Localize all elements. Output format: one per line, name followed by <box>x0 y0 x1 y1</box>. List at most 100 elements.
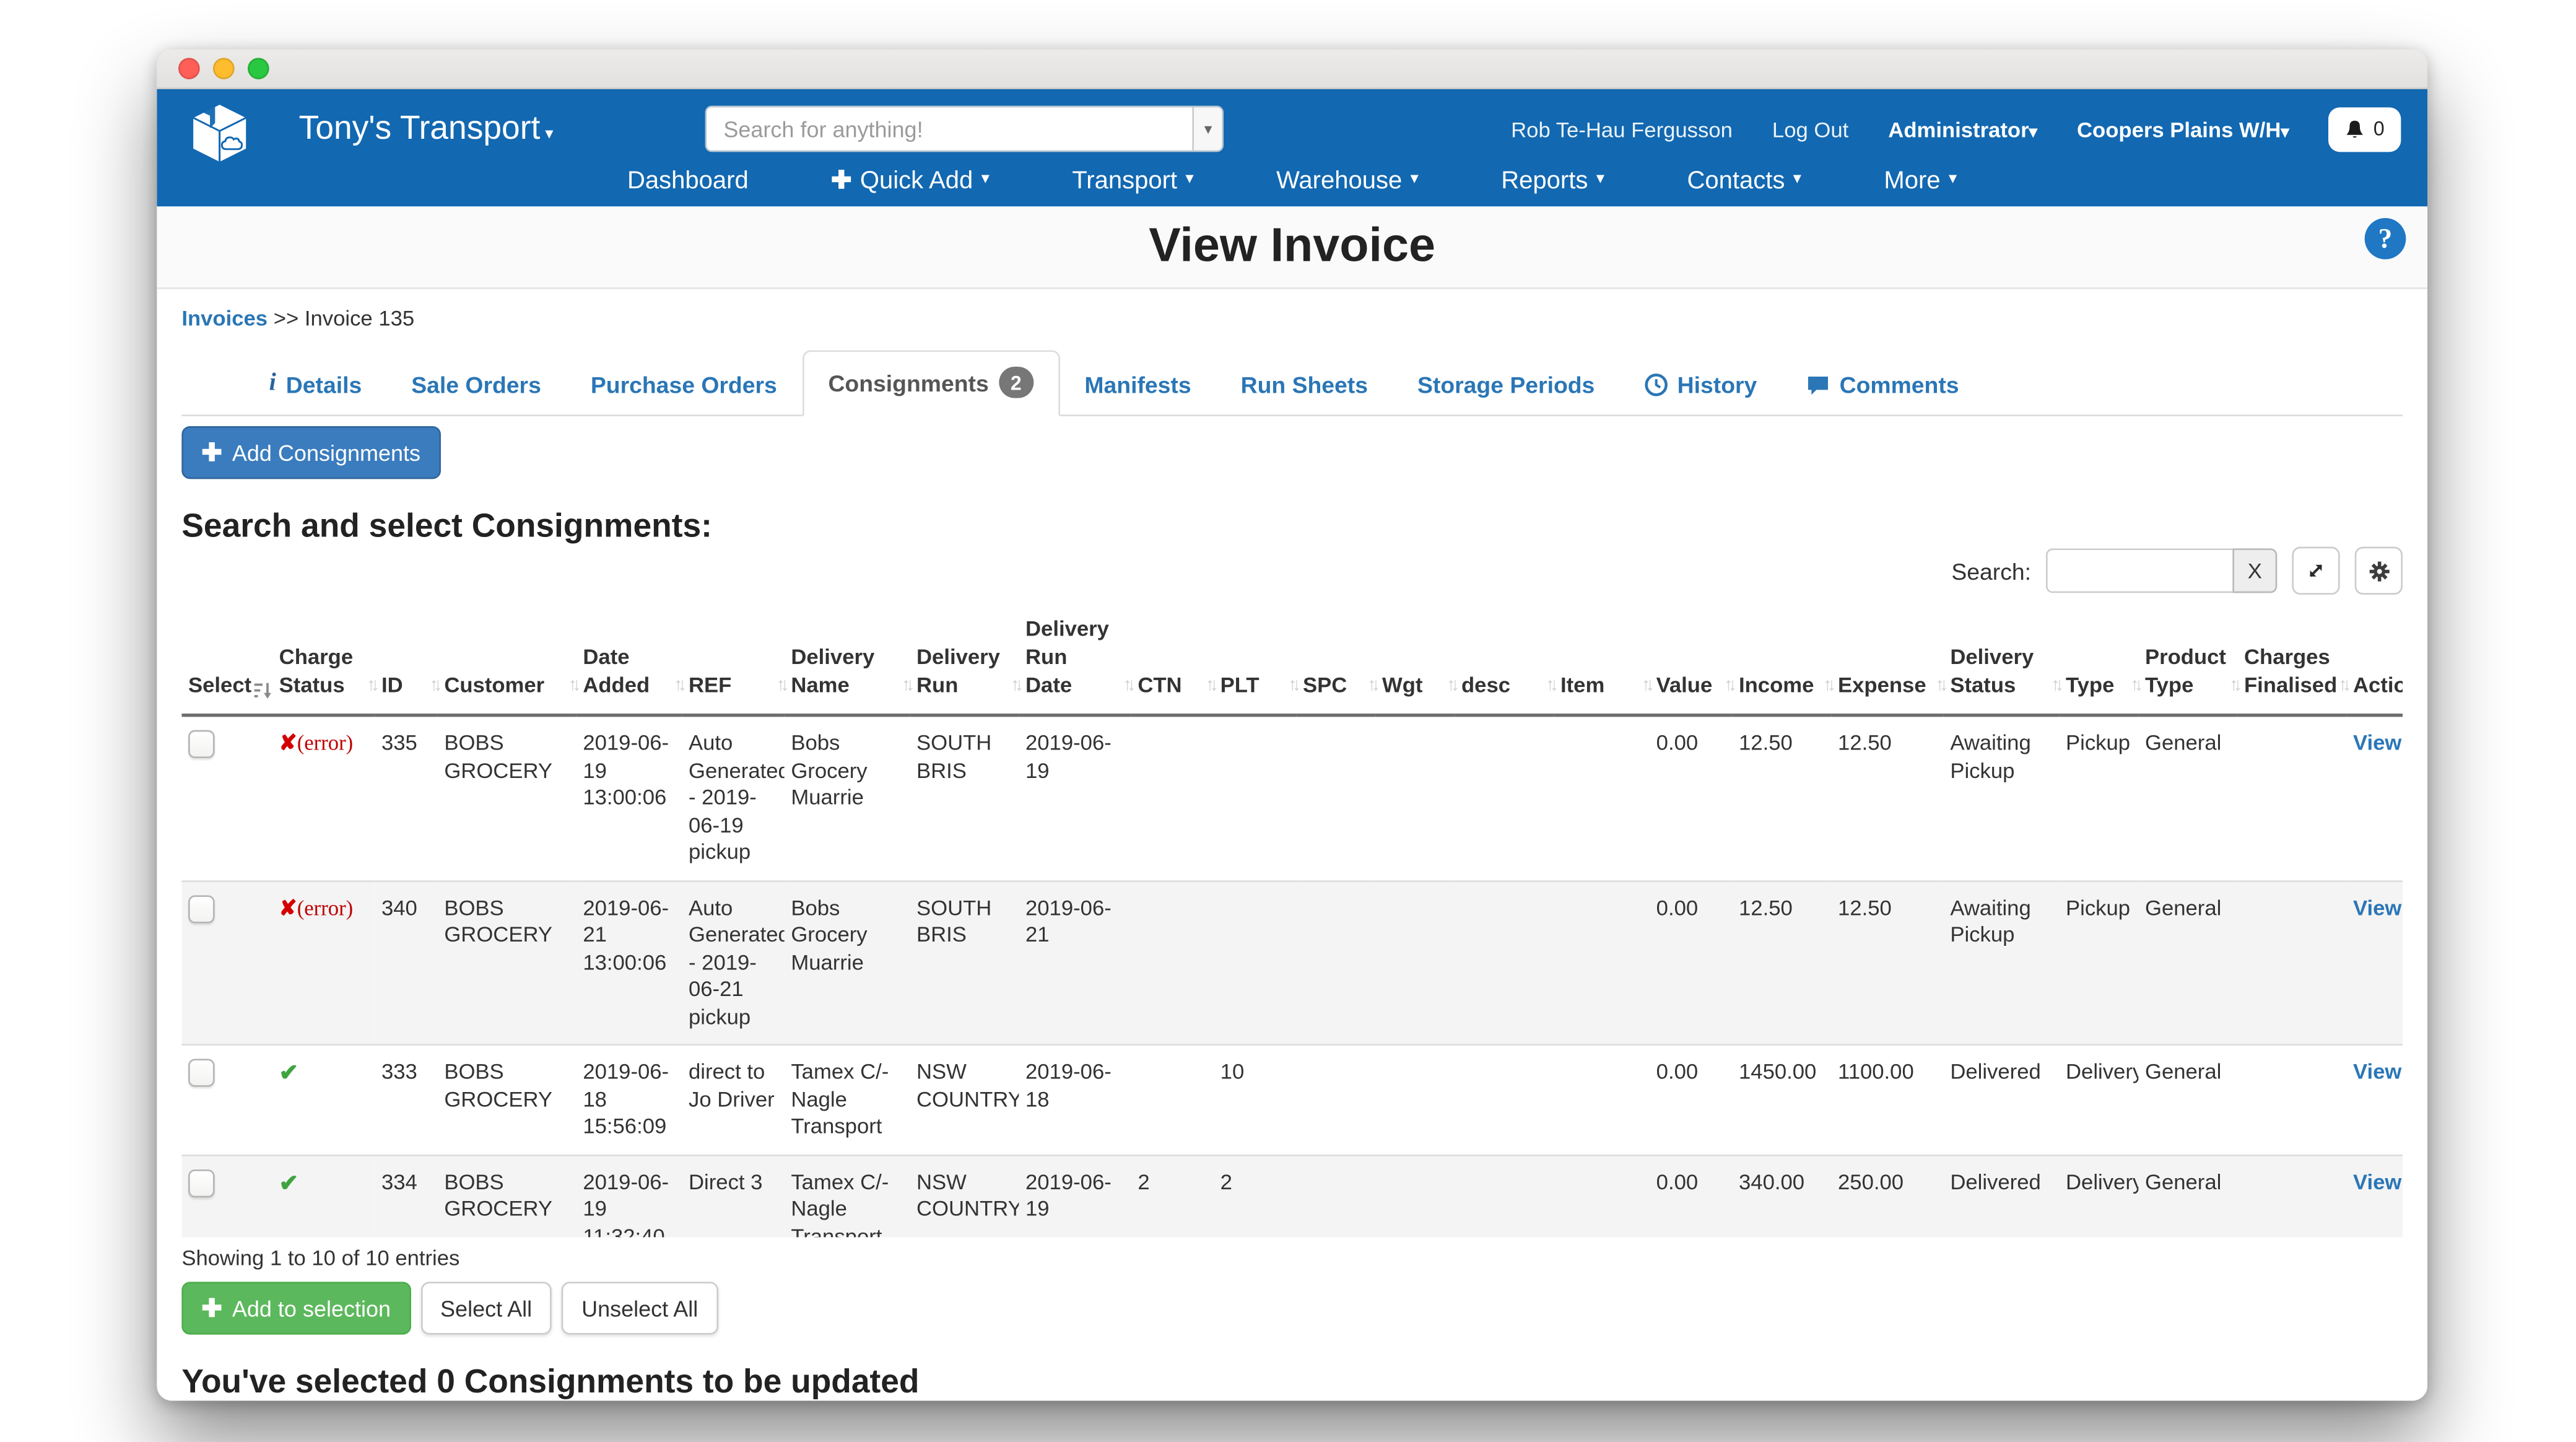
nav-more[interactable]: More ▾ <box>1884 166 1957 194</box>
sort-icon[interactable]: ↑↓ <box>568 675 581 696</box>
warehouse-menu[interactable]: Coopers Plains W/H▾ <box>2077 116 2289 142</box>
nav-warehouse[interactable]: Warehouse ▾ <box>1276 166 1419 194</box>
consignments-search-input[interactable] <box>2046 548 2233 593</box>
col-header-delivery-name[interactable]: Delivery Name ↑↓ <box>785 608 915 715</box>
row-select-checkbox[interactable] <box>188 730 215 759</box>
nav-reports[interactable]: Reports ▾ <box>1501 166 1605 194</box>
clear-search-button[interactable]: X <box>2232 548 2278 593</box>
sort-icon[interactable]: ↑↓ <box>1823 675 1836 696</box>
table-row: ✘(error) 335 BOBS GROCERY 2019-06-19 13:… <box>181 715 2403 881</box>
sort-icon[interactable]: ↑↓ <box>2130 675 2143 696</box>
col-header-product-type[interactable]: Product Type ↑↓ <box>2138 608 2242 715</box>
expand-icon <box>2305 560 2327 582</box>
tab-run-sheets[interactable]: Run Sheets <box>1240 372 1368 398</box>
tab-purchase-orders[interactable]: Purchase Orders <box>590 372 777 398</box>
tab-sale-orders[interactable]: Sale Orders <box>411 372 541 398</box>
caret-down-icon: ▾ <box>545 125 554 143</box>
unselect-all-button[interactable]: Unselect All <box>562 1282 718 1335</box>
col-header-plt[interactable]: PLT ↑↓ <box>1214 608 1302 715</box>
row-select-checkbox[interactable] <box>188 894 215 923</box>
col-header-ctn[interactable]: CTN ↑↓ <box>1131 608 1219 715</box>
col-header-customer[interactable]: Customer ↑↓ <box>438 608 581 715</box>
view-consignment-link[interactable]: View <box>2353 730 2402 755</box>
sort-icon[interactable]: ↑↓ <box>367 675 380 696</box>
tab-details[interactable]: i Details <box>269 370 362 398</box>
col-header-item[interactable]: Item ↑↓ <box>1554 608 1655 715</box>
zoom-window-button[interactable] <box>248 58 269 80</box>
sort-icon[interactable]: ↑↓ <box>1367 675 1380 696</box>
comment-icon <box>1806 374 1829 396</box>
view-consignment-link[interactable]: View <box>2353 1168 2402 1194</box>
sort-icon[interactable]: ↑↓ <box>2338 675 2351 696</box>
nav-quick-add[interactable]: ✚ Quick Add ▾ <box>831 166 990 195</box>
sort-icon[interactable]: ↑↓ <box>1205 675 1219 696</box>
notifications-button[interactable]: 0 <box>2328 107 2401 152</box>
view-consignment-link[interactable]: View <box>2353 894 2402 920</box>
sort-icon[interactable]: ↑↓ <box>2229 675 2242 696</box>
col-header-expense[interactable]: Expense ↑↓ <box>1831 608 1949 715</box>
col-header-spc[interactable]: SPC ↑↓ <box>1296 608 1380 715</box>
col-header-delivery-run[interactable]: Delivery Run ↑↓ <box>910 608 1024 715</box>
sort-icon[interactable]: ↑↓ <box>776 675 789 696</box>
col-header-delivery-status[interactable]: Delivery Status ↑↓ <box>1944 608 2064 715</box>
table-settings-button[interactable] <box>2354 546 2403 595</box>
col-header-charge-status[interactable]: Charge Status ↑↓ <box>272 608 380 715</box>
tab-manifests[interactable]: Manifests <box>1084 372 1191 398</box>
global-search-input[interactable] <box>707 107 1193 151</box>
sort-icon[interactable]: ↑↓ <box>1123 675 1136 696</box>
sort-icon[interactable]: ↑↓ <box>1011 675 1024 696</box>
caret-down-icon: ▾ <box>1793 170 1802 189</box>
sort-icon[interactable]: ↑↓ <box>1288 675 1301 696</box>
sort-icon[interactable]: ↑↓ <box>429 675 442 696</box>
search-label: Search: <box>1951 557 2032 584</box>
caret-down-icon: ▾ <box>981 170 990 189</box>
tab-comments[interactable]: Comments <box>1782 357 1983 414</box>
tab-consignments[interactable]: Consignments 2 <box>801 350 1060 417</box>
sort-icon[interactable]: ↑↓ <box>902 675 915 696</box>
col-header-income[interactable]: Income ↑↓ <box>1732 608 1836 715</box>
expand-table-button[interactable] <box>2292 546 2340 595</box>
col-header-desc[interactable]: desc ↑↓ <box>1455 608 1559 715</box>
col-header-wgt[interactable]: Wgt ↑↓ <box>1375 608 1460 715</box>
col-header-ref[interactable]: REF ↑↓ <box>682 608 790 715</box>
nav-dashboard[interactable]: Dashboard <box>627 166 749 194</box>
tab-history[interactable]: History <box>1619 357 1782 414</box>
row-select-checkbox[interactable] <box>188 1059 215 1087</box>
clock-icon <box>1644 374 1668 396</box>
col-header-value[interactable]: Value ↑↓ <box>1650 608 1738 715</box>
breadcrumb-invoices-link[interactable]: Invoices <box>181 305 268 331</box>
help-button[interactable]: ? <box>2364 218 2406 260</box>
sort-active-icon[interactable] <box>253 681 272 701</box>
col-header-id[interactable]: ID ↑↓ <box>375 608 443 715</box>
sort-icon[interactable]: ↑↓ <box>1546 675 1559 696</box>
navbar: Tony's Transport ▾ ▼ Rob Te-Hau Fergusso… <box>157 89 2428 207</box>
add-to-selection-button[interactable]: ✚ Add to selection <box>181 1282 411 1335</box>
sort-icon[interactable]: ↑↓ <box>1724 675 1737 696</box>
add-consignments-button[interactable]: ✚ Add Consignments <box>181 426 441 479</box>
tab-storage-periods[interactable]: Storage Periods <box>1417 372 1595 398</box>
sort-icon[interactable]: ↑↓ <box>2051 675 2064 696</box>
row-select-checkbox[interactable] <box>188 1168 215 1197</box>
col-header-delivery-run-date[interactable]: Delivery Run Date ↑↓ <box>1019 608 1136 715</box>
brand-menu[interactable]: Tony's Transport ▾ <box>299 110 554 147</box>
nav-contacts[interactable]: Contacts ▾ <box>1687 166 1802 194</box>
table-row: ✔ 333 BOBS GROCERY 2019-06-18 15:56:09 d… <box>181 1044 2403 1155</box>
select-all-button[interactable]: Select All <box>420 1282 552 1335</box>
sort-icon[interactable]: ↑↓ <box>1935 675 1948 696</box>
col-header-select[interactable]: Select <box>181 608 272 715</box>
col-header-type[interactable]: Type ↑↓ <box>2059 608 2143 715</box>
logout-link[interactable]: Log Out <box>1772 116 1849 142</box>
close-window-button[interactable] <box>178 58 200 80</box>
col-header-date-added[interactable]: Date Added ↑↓ <box>577 608 687 715</box>
col-header-charges-finalised[interactable]: Charges Finalised ↑↓ <box>2237 608 2351 715</box>
view-consignment-link[interactable]: View <box>2353 1059 2402 1084</box>
nav-transport[interactable]: Transport ▾ <box>1072 166 1194 194</box>
sort-icon[interactable]: ↑↓ <box>1641 675 1655 696</box>
search-dropdown-button[interactable]: ▼ <box>1192 107 1222 151</box>
page-title: View Invoice <box>1149 219 1436 273</box>
minimize-window-button[interactable] <box>213 58 235 80</box>
sort-icon[interactable]: ↑↓ <box>1447 675 1460 696</box>
user-name[interactable]: Rob Te-Hau Fergusson <box>1511 116 1733 142</box>
sort-icon[interactable]: ↑↓ <box>674 675 687 696</box>
role-menu[interactable]: Administrator▾ <box>1888 116 2038 142</box>
